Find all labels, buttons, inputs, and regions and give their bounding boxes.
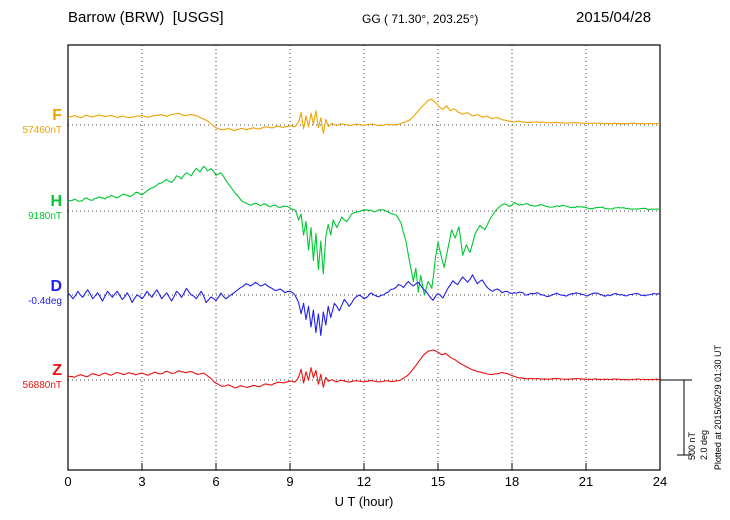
geographic-coords: GG ( 71.30°, 203.25°): [362, 12, 479, 26]
trace-F: [67, 98, 661, 134]
scale-bar-deg-label: 2.0 deg: [699, 429, 709, 460]
plotted-at-timestamp: Plotted at 2015/05/29 01:30 UT: [713, 344, 723, 470]
date-label: 2015/04/28: [576, 9, 652, 26]
x-tick-label: 24: [652, 474, 668, 489]
series-label-H: H 9180nT: [0, 194, 62, 223]
x-tick-label: 0: [64, 474, 72, 489]
x-tick-label: 3: [138, 474, 146, 489]
trace-H: [67, 165, 661, 296]
series-letter-D: D: [50, 278, 62, 295]
x-tick-label: 6: [212, 474, 220, 489]
trace-D: [67, 274, 661, 337]
series-letter-H: H: [50, 193, 62, 210]
series-label-D: D -0.4deg: [0, 279, 62, 308]
scale-bar-nt-label: 500 nT: [687, 431, 697, 460]
series-baseline-Z: 56880nT: [22, 380, 62, 391]
station-title: Barrow (BRW) [USGS]: [68, 9, 224, 26]
x-tick-label: 21: [578, 474, 594, 489]
plot-border: [67, 44, 661, 471]
x-axis-label: U T (hour): [334, 494, 394, 509]
x-tick-label: 18: [504, 474, 520, 489]
x-tick-label: 9: [286, 474, 294, 489]
series-letter-F: F: [52, 107, 62, 124]
series-baseline-D: -0.4deg: [28, 296, 62, 307]
series-label-F: F 57460nT: [0, 108, 62, 137]
x-tick-label: 15: [430, 474, 446, 489]
series-baseline-H: 9180nT: [28, 211, 62, 222]
series-label-Z: Z 56880nT: [0, 363, 62, 392]
series-baseline-F: 57460nT: [22, 125, 62, 136]
x-tick-label: 12: [356, 474, 372, 489]
trace-Z: [67, 349, 661, 389]
series-letter-Z: Z: [52, 362, 62, 379]
